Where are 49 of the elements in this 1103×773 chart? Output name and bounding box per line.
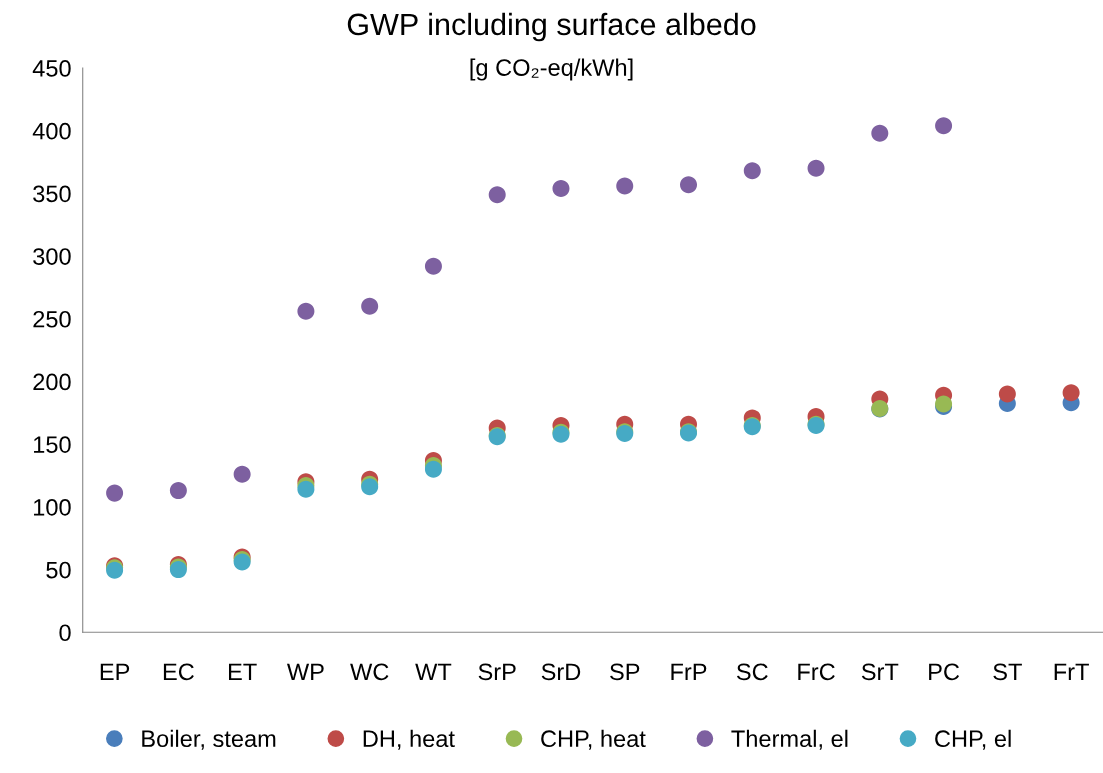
x-tick-label: SrP	[478, 663, 516, 681]
legend-label: Thermal, el	[731, 729, 848, 750]
x-tick-label: FrT	[1054, 663, 1089, 680]
legend-label: CHP, heat	[541, 729, 646, 750]
y-tick-label: 350	[33, 185, 71, 203]
point	[552, 179, 570, 197]
y-tick-label: 50	[46, 561, 71, 579]
point	[361, 297, 379, 315]
point	[807, 159, 825, 177]
x-tick-label: FrC	[798, 663, 835, 681]
legend-label: CHP, el	[935, 729, 1011, 750]
point	[743, 162, 761, 180]
x-tick-label: SrD	[541, 663, 581, 681]
x-tick-label: ET	[228, 663, 257, 680]
x-tick-label: FrP	[671, 663, 707, 680]
point	[616, 177, 634, 195]
point	[998, 385, 1016, 403]
x-tick-label: WP	[287, 663, 324, 680]
point	[488, 186, 506, 204]
point	[169, 482, 187, 500]
x-tick-label: SP	[610, 663, 640, 681]
legend-label: DH, heat	[363, 729, 455, 750]
point	[935, 117, 953, 135]
x-tick-label: EP	[100, 663, 130, 680]
point	[1062, 384, 1080, 402]
x-tick-label: EC	[163, 663, 194, 681]
y-tick-label: 400	[32, 122, 71, 140]
x-tick-label: SrT	[861, 663, 899, 681]
legend-label: Boiler, steam	[142, 729, 276, 750]
point	[680, 176, 698, 194]
y-tick-label: 150	[34, 436, 71, 454]
point	[424, 257, 442, 275]
x-tick-label: WT	[415, 663, 452, 680]
chart-subtitle: [g CO₂-eq/kWh]	[470, 58, 633, 81]
y-tick-label: 300	[33, 248, 71, 265]
point	[297, 302, 315, 320]
x-tick-label: WC	[350, 663, 389, 681]
y-tick-label: 0	[59, 624, 71, 642]
x-tick-label: ST	[993, 663, 1022, 681]
x-tick-label: SC	[736, 663, 768, 681]
chart-title: GWP including surface albedo	[347, 12, 756, 42]
y-tick-label: 200	[33, 373, 71, 391]
x-tick-label: PC	[929, 663, 960, 681]
y-tick-label: 450	[32, 60, 71, 77]
y-tick-label: 250	[33, 310, 71, 328]
y-tick-label: 100	[34, 498, 71, 516]
point	[233, 465, 251, 483]
point	[106, 484, 124, 502]
point	[871, 124, 889, 142]
